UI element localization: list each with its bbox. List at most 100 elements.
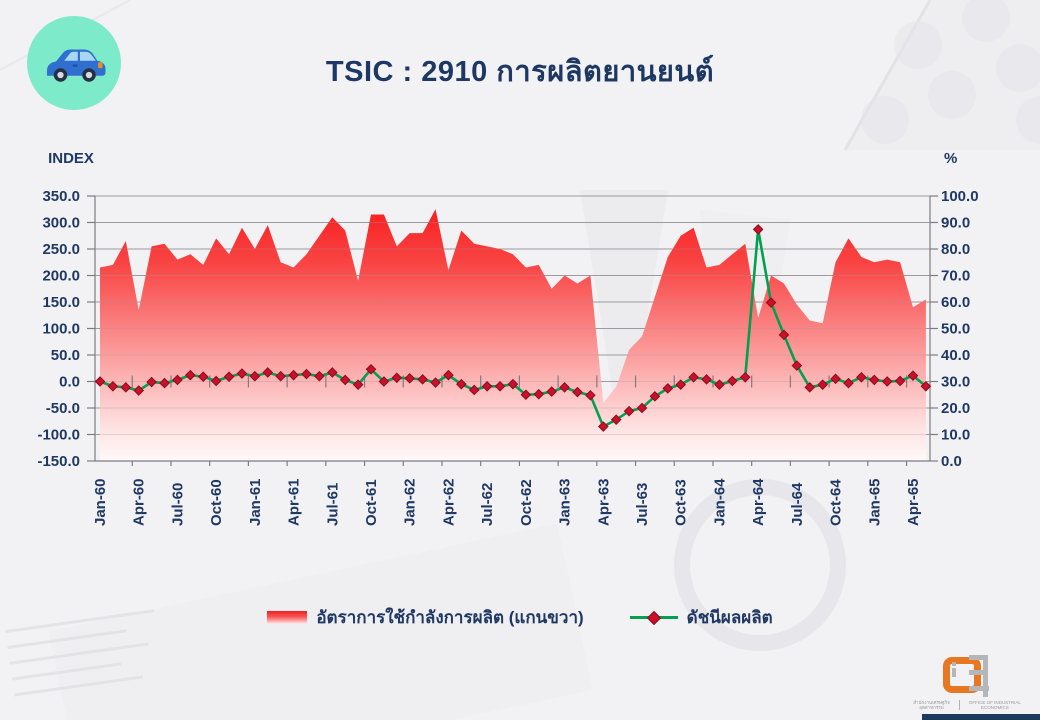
- footer-strip: [922, 714, 1040, 720]
- data-point-marker: [533, 388, 545, 400]
- left-axis-tick-label: 50.0: [51, 347, 80, 364]
- data-point-marker: [146, 376, 157, 388]
- x-axis-label: Apr-60: [131, 478, 148, 526]
- x-axis-label: Oct-62: [518, 479, 535, 526]
- right-axis-tick-label: 30.0: [941, 374, 970, 391]
- org-name-thai: สำนักงานเศรษฐกิจอุตสาหกรรม: [913, 700, 950, 710]
- data-point-marker: [430, 377, 441, 388]
- data-point-marker: [378, 376, 390, 387]
- right-axis-tick-label: 0.0: [941, 453, 962, 470]
- legend-label-capacity: อัตราการใช้กำลังการผลิต (แกนขวา): [316, 608, 584, 627]
- data-point-marker: [727, 375, 738, 387]
- data-point-marker: [494, 380, 506, 392]
- data-point-marker: [585, 389, 596, 401]
- left-axis-tick-label: -50.0: [46, 400, 80, 417]
- left-axis-tick-label: 300.0: [42, 215, 80, 232]
- x-axis-label: Jul-63: [634, 483, 651, 526]
- right-axis-tick-label: 100.0: [941, 188, 979, 205]
- data-point-marker: [326, 367, 338, 378]
- data-point-marker: [404, 373, 416, 384]
- data-point-marker: [636, 402, 648, 414]
- x-axis-label: Oct-60: [208, 479, 225, 526]
- capacity-area-series: [100, 209, 926, 461]
- data-point-marker: [210, 375, 222, 387]
- oie-logo: สำนักงานเศรษฐกิจอุตสาหกรรม OFFICE OF IND…: [908, 655, 1026, 710]
- left-axis-caption: INDEX: [48, 150, 94, 167]
- legend-swatch-index-line: [629, 610, 678, 625]
- x-axis-label: Jan-64: [711, 478, 728, 526]
- axes: [87, 195, 938, 466]
- data-point-marker: [481, 380, 493, 392]
- right-axis-caption: %: [944, 150, 957, 167]
- right-axis-tick-label: 40.0: [941, 347, 970, 364]
- x-axis-label: Apr-64: [750, 478, 767, 526]
- x-axis-label: Jan-60: [92, 478, 109, 526]
- data-point-marker: [701, 374, 712, 385]
- car-illustration: [47, 49, 106, 82]
- legend-item-capacity: อัตราการใช้กำลังการผลิต (แกนขวา): [267, 604, 584, 631]
- data-point-marker: [339, 374, 351, 386]
- data-point-marker: [739, 371, 751, 383]
- legend-item-index: ดัชนีผลผลิต: [629, 604, 773, 631]
- data-point-marker: [314, 370, 325, 382]
- data-point-marker: [894, 375, 906, 387]
- data-point-marker: [559, 382, 570, 393]
- right-axis-tick-label: 70.0: [941, 268, 970, 285]
- data-point-marker: [675, 379, 687, 390]
- left-axis-tick-label: -100.0: [37, 427, 80, 444]
- x-axis-label: Oct-61: [363, 479, 380, 526]
- page-title: TSIC : 2910 การผลิตยานยนต์: [325, 56, 715, 88]
- x-axis-label: Apr-61: [286, 478, 303, 526]
- car-icon: [27, 16, 121, 110]
- data-point-marker: [133, 385, 145, 396]
- data-point-marker: [443, 369, 454, 381]
- data-point-marker: [301, 368, 312, 380]
- diamond-marker-icon: [646, 610, 661, 625]
- data-point-marker: [507, 378, 519, 390]
- data-point-marker: [791, 360, 803, 371]
- data-point-marker: [520, 389, 532, 401]
- data-point-marker: [920, 380, 932, 392]
- data-point-marker: [249, 370, 261, 382]
- right-axis-tick-label: 80.0: [941, 241, 970, 258]
- data-point-marker: [868, 374, 880, 386]
- x-axis-label: Jul-61: [324, 483, 341, 526]
- data-point-marker: [185, 369, 196, 381]
- axis-labels: 350.0 300.0 250.0 200.0 150.0 100.0 50.0 0.0 -50…: [37, 188, 978, 526]
- data-point-marker: [610, 414, 622, 425]
- left-axis-tick-label: 100.0: [42, 321, 80, 338]
- production-line-series: [94, 224, 932, 432]
- data-point-marker: [843, 377, 854, 389]
- right-axis-tick-label: 90.0: [941, 215, 970, 232]
- data-point-marker: [456, 378, 467, 390]
- data-point-marker: [623, 405, 635, 417]
- data-point-marker: [597, 421, 609, 432]
- data-point-marker: [365, 364, 377, 375]
- data-point-marker: [159, 377, 170, 389]
- left-axis-tick-label: -150.0: [37, 453, 80, 470]
- data-point-marker: [236, 368, 248, 379]
- data-point-marker: [288, 369, 299, 381]
- data-point-marker: [688, 371, 699, 383]
- left-axis-tick-label: 150.0: [42, 294, 80, 311]
- data-point-marker: [197, 371, 209, 383]
- data-point-marker: [275, 370, 286, 382]
- x-axis-label: Oct-64: [828, 479, 845, 526]
- left-axis-tick-label: 0.0: [59, 374, 80, 391]
- x-axis-label: Jul-62: [479, 483, 496, 526]
- x-axis-label: Jul-60: [169, 483, 186, 526]
- left-axis-tick-label: 250.0: [42, 241, 80, 258]
- chart-legend: อัตราการใช้กำลังการผลิต (แกนขวา) ดัชนีผล…: [0, 604, 1040, 631]
- data-point-marker: [649, 391, 661, 402]
- oie-logo-mark: [935, 655, 999, 697]
- data-point-marker: [856, 371, 867, 383]
- x-axis-label: Jan-65: [866, 478, 883, 526]
- right-axis-tick-label: 10.0: [941, 427, 970, 444]
- x-axis-label: Apr-63: [595, 478, 612, 526]
- x-axis-label: Jan-63: [557, 478, 574, 526]
- data-point-marker: [546, 386, 557, 397]
- data-point-marker: [417, 374, 428, 385]
